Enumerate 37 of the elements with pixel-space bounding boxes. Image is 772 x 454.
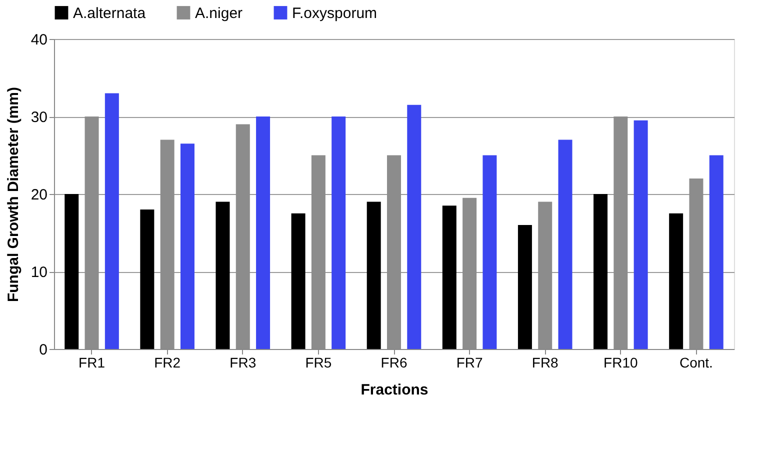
- y-tick-label: 20: [30, 186, 48, 204]
- bar: [291, 213, 306, 349]
- x-tick-label: FR8: [532, 354, 559, 370]
- x-tick-label: FR3: [230, 354, 256, 370]
- legend-label: A.niger: [195, 4, 243, 22]
- y-axis-title: Fungal Growth Diameter (mm): [4, 86, 22, 302]
- x-tick-label: Cont.: [679, 354, 713, 370]
- bar: [669, 213, 684, 349]
- x-tick-label: FR6: [380, 354, 408, 370]
- bar: [518, 225, 532, 349]
- bar: [594, 194, 608, 349]
- bar: [216, 202, 230, 349]
- legend-label: A.alternata: [73, 4, 146, 22]
- x-tick-label: FR7: [456, 354, 483, 370]
- bar: [256, 116, 270, 349]
- bar: [140, 210, 154, 349]
- bar: [64, 194, 79, 349]
- bar: [482, 155, 497, 349]
- bar: [709, 155, 724, 349]
- x-axis-title: Fractions: [360, 382, 428, 398]
- bar: [407, 104, 422, 349]
- y-tick-label: 0: [39, 342, 48, 358]
- x-tick-label: FR2: [154, 354, 181, 370]
- bar: [332, 116, 346, 349]
- x-tick-label: FR10: [604, 354, 638, 370]
- bar: [104, 93, 119, 349]
- y-tick-label: 10: [30, 264, 48, 281]
- bar: [180, 144, 194, 349]
- legend-label: F.oxysporum: [292, 4, 378, 22]
- bar: [442, 206, 456, 349]
- x-tick-label: FR1: [78, 354, 106, 370]
- x-tick-label: FR5: [305, 354, 332, 370]
- bar: [634, 120, 648, 349]
- y-tick-label: 40: [30, 32, 48, 48]
- y-tick-label: 30: [30, 109, 48, 126]
- bar: [366, 202, 381, 349]
- bar: [558, 140, 572, 349]
